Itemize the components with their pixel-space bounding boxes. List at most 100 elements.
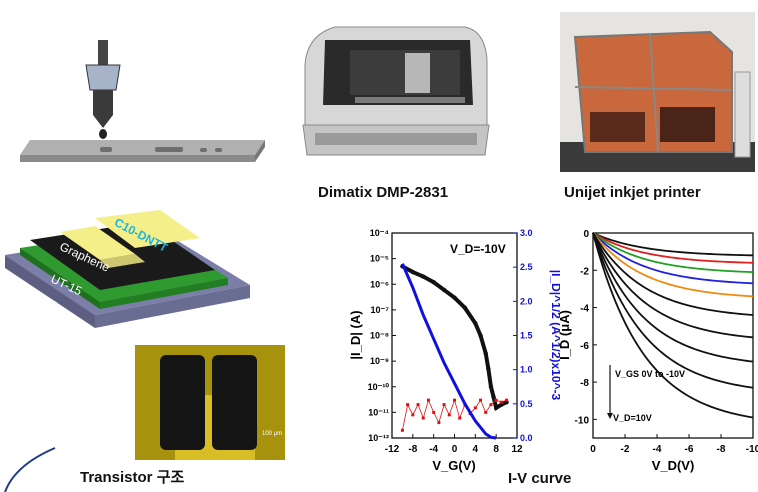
chart1-point-red [406, 403, 410, 407]
transistor-layer-stack [5, 210, 250, 328]
chart1-point-red [432, 410, 436, 414]
chart1-point-red [458, 416, 462, 420]
chart1-point-red [442, 403, 446, 407]
chart1-point-red [505, 398, 509, 402]
chart2-ytick-label: -8 [580, 378, 589, 389]
chart1-point-black [452, 295, 457, 300]
chart2-xtick-label: -4 [653, 444, 662, 455]
chart1-point-red [484, 410, 488, 414]
chart1-xtick-label: 12 [511, 444, 523, 455]
chart1-xtick-label: 4 [473, 444, 479, 455]
chart2-curve-7 [592, 232, 754, 363]
chart1-ytick-left-label: 10⁻⁶ [370, 279, 389, 289]
chart2-ytick-label: 0 [583, 229, 589, 240]
caption-unijet: Unijet inkjet printer [564, 184, 701, 201]
chart1-ytick-right-label: 3.0 [520, 228, 533, 238]
chart1-ytick-left-label: 10⁻¹¹ [368, 407, 389, 417]
chart1-point-black [410, 269, 416, 275]
chart2-annotation-vgs: V_GS 0V to -10V [615, 369, 685, 379]
chart1-ytick-left-label: 10⁻⁴ [370, 228, 389, 238]
chart1-series-blue-line [401, 263, 497, 440]
chart1-point-red [421, 416, 425, 420]
chart1-point-black [483, 351, 488, 356]
chart1-ytick-right-label: 1.0 [520, 365, 533, 375]
chart2-curve-0 [592, 232, 754, 257]
chart1-point-black [478, 333, 483, 338]
chart2-xtick-label: -10 [746, 444, 758, 455]
chart2-ytick-label: -4 [580, 304, 589, 315]
dimatix-printer-photo [302, 26, 490, 156]
chart2-curve-6 [592, 232, 754, 339]
chart2-curve-8 [592, 232, 754, 389]
chart1-point-red [400, 428, 404, 432]
chart1-point-red [499, 400, 503, 404]
transistor-micrograph [135, 345, 285, 460]
chart1-xtick-label: -12 [385, 444, 400, 455]
chart1-ytick-left-label: 10⁻¹² [368, 433, 389, 443]
chart1-point-red [473, 406, 477, 410]
chart2-ytick-label: -2 [580, 266, 589, 277]
output-curve-chart: 0 -2 -4 -6 -8 -10 0 -2 -4 -6 -8 -10 V_GS 0V to -10… [557, 229, 758, 473]
chart1-point-red [479, 398, 483, 402]
inkjet-nozzle-illustration [20, 40, 265, 162]
chart2-curve-1 [592, 232, 754, 264]
chart1-ytick-right-label: 0.0 [520, 433, 533, 443]
chart2-xlabel: V_D(V) [652, 458, 695, 473]
chart1-point-black [441, 287, 447, 293]
chart2-annotation-vd: V_D=10V [613, 413, 652, 423]
chart1-ylabel-right: |I_D|^1/2 (A^1/2)x10^-3 [549, 270, 560, 401]
chart1-point-black [486, 366, 491, 372]
chart2-xtick-label: 0 [590, 444, 596, 455]
chart2-curve-3 [592, 232, 754, 285]
chart1-point-black [421, 274, 426, 279]
chart1-series-black-line [401, 264, 508, 412]
chart1-xtick-label: 8 [493, 444, 499, 455]
chart1-point-black [493, 405, 499, 411]
chart1-ytick-right-label: 2.5 [520, 262, 533, 272]
chart1-ytick-left-label: 10⁻⁸ [370, 331, 389, 341]
chart2-curve-4 [592, 232, 754, 298]
chart2-ytick-label: -10 [575, 415, 590, 426]
chart1-ytick-left-label: 10⁻⁷ [371, 305, 390, 315]
chart1-point-black [473, 321, 478, 326]
chart2-xtick-label: -8 [717, 444, 726, 455]
micrograph-scale-label: 100 μm [262, 431, 283, 437]
chart1-point-red [437, 421, 441, 425]
chart1-point-red [447, 413, 451, 417]
chart1-point-black [431, 280, 436, 285]
chart1-ytick-right-label: 0.5 [520, 399, 533, 409]
chart1-ytick-right-label: 1.5 [520, 331, 533, 341]
caption-dimatix: Dimatix DMP-2831 [318, 184, 449, 201]
chart1-point-red [494, 398, 498, 402]
chart2-curve-2 [592, 232, 754, 274]
chart2-curve-9 [592, 232, 754, 419]
chart1-ylabel-left: |I_D| (A) [348, 310, 363, 359]
chart1-xtick-label: -8 [408, 444, 417, 455]
chart1-xlabel: V_G(V) [432, 458, 475, 473]
decorative-arc [4, 447, 56, 492]
chart1-point-red [453, 398, 456, 402]
caption-iv-curve: I-V curve [508, 470, 572, 487]
chart2-ylabel: I_D (μA) [557, 310, 572, 360]
chart1-xtick-label: -4 [429, 444, 438, 455]
chart2-xtick-label: -2 [621, 444, 630, 455]
chart1-point-black [462, 305, 468, 311]
chart2-curve-5 [592, 232, 754, 316]
chart2-ytick-label: -6 [580, 341, 589, 352]
chart1-point-red [489, 403, 493, 407]
chart1-point-red [416, 403, 420, 407]
chart1-point-red [411, 413, 415, 417]
chart1-point-black [488, 384, 494, 389]
chart2-frame [592, 232, 754, 439]
chart1-point-red [426, 398, 430, 402]
chart1-xtick-label: 0 [452, 444, 458, 455]
chart1-ytick-left-label: 10⁻¹⁰ [368, 382, 390, 392]
chart1-point-black [491, 394, 496, 400]
chart1-ytick-right-label: 2.0 [520, 296, 533, 306]
chart1-annotation: V_D=-10V [450, 242, 506, 256]
chart1-ytick-left-label: 10⁻⁹ [370, 356, 389, 366]
caption-transistor: Transistor 구조 [80, 469, 185, 486]
chart1-ytick-left-label: 10⁻⁵ [370, 254, 389, 264]
chart2-xtick-label: -6 [685, 444, 694, 455]
unijet-printer-photo [560, 12, 755, 172]
